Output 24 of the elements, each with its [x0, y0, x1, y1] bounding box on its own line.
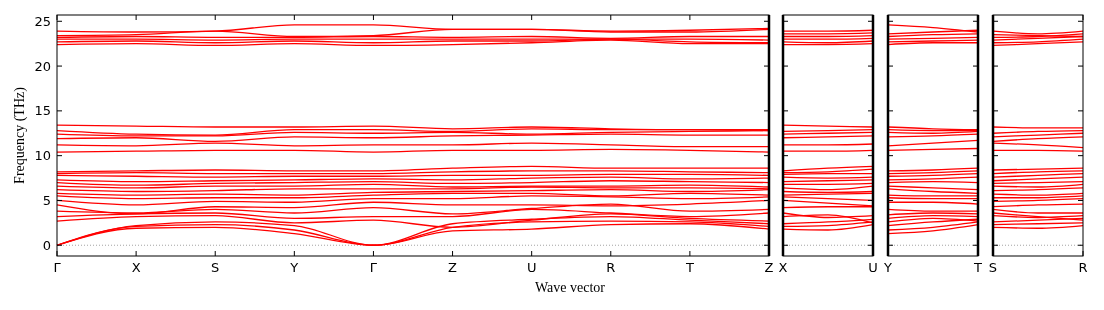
x-tick-label: U [526, 260, 537, 275]
x-tick-label: Γ [53, 260, 62, 275]
y-axis-title: Frequency (THz) [12, 86, 28, 184]
x-tick-label: U [868, 260, 878, 275]
y-tick-label: 25 [34, 13, 51, 29]
x-tick-label: S [988, 260, 998, 275]
x-tick-label: X [778, 260, 788, 275]
x-tick-label: R [1078, 260, 1088, 275]
x-tick-label: Y [289, 260, 299, 275]
x-tick-label: Z [448, 260, 458, 275]
x-tick-label: X [131, 260, 141, 275]
x-tick-label: Y [883, 260, 893, 275]
x-tick-label: R [606, 260, 616, 275]
x-tick-label: Z [764, 260, 774, 275]
y-tick-label: 20 [34, 58, 51, 74]
y-tick-label: 15 [34, 103, 51, 119]
x-tick-label: S [211, 260, 220, 275]
x-tick-label: Γ [369, 260, 378, 275]
x-axis-title: Wave vector [535, 280, 606, 295]
x-tick-label: T [973, 260, 983, 275]
y-tick-label: 5 [42, 192, 51, 208]
x-tick-label: T [684, 260, 694, 275]
y-tick-label: 10 [34, 148, 51, 164]
y-tick-label: 0 [42, 237, 51, 253]
